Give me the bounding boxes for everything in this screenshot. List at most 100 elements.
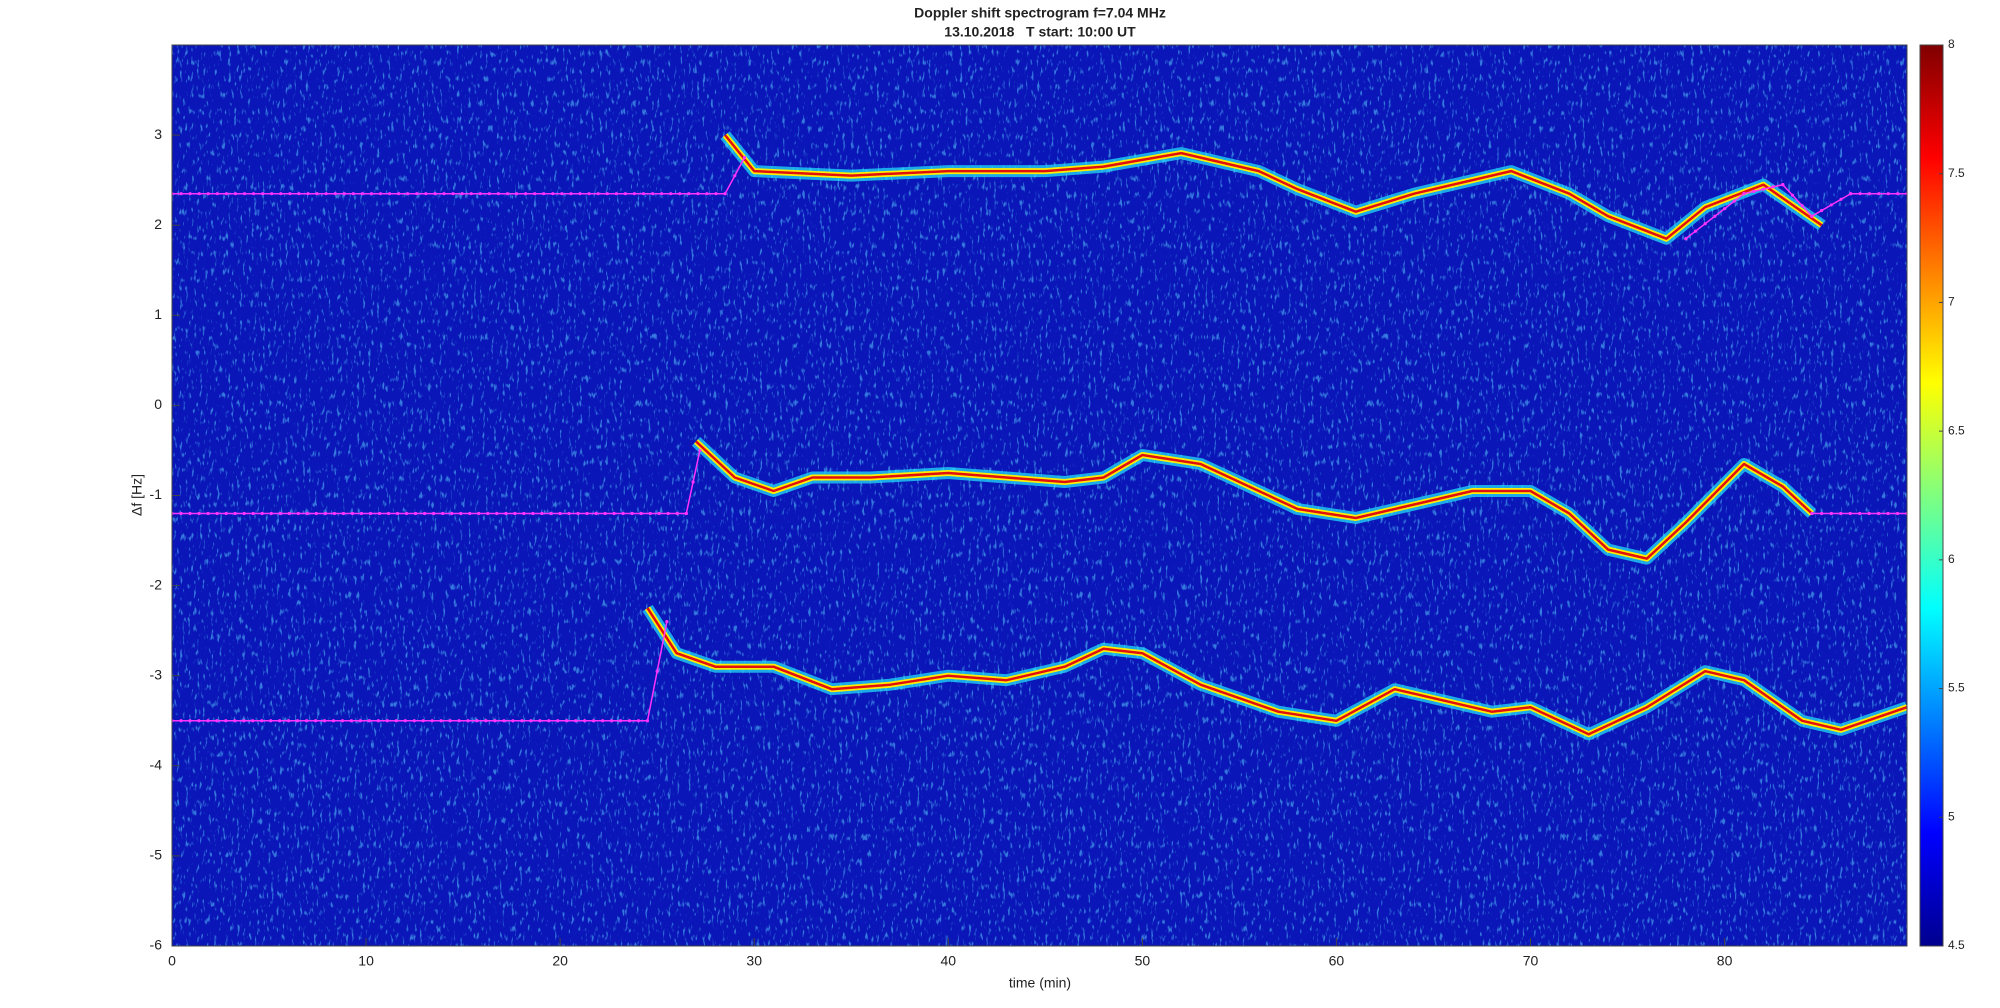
fit-dot [502,719,506,723]
fit-dot [469,192,473,196]
fit-dot [504,511,508,516]
fit-dot [358,719,362,723]
fit-dot [1896,192,1900,196]
y-axis-label: Δf [Hz] [129,474,145,516]
fit-dot [388,192,392,196]
fit-dot [466,719,470,723]
fit-dot [1867,192,1872,196]
fit-dot [576,511,580,516]
fit-dot [340,719,345,723]
fit-dot [513,511,517,516]
fit-dot [376,719,380,723]
colorbar [1919,44,1944,947]
fit-dot [233,719,237,723]
fit-dot [511,719,515,723]
x-tick-label: 30 [746,953,762,969]
fit-dot [594,511,598,516]
fit-dot [460,192,464,196]
fit-dot [260,719,264,723]
fit-dot [514,192,519,196]
trace [646,607,1907,736]
fit-dot [618,719,623,723]
fit-dot [323,511,327,516]
fit-dot [551,192,555,196]
fit-dot [558,511,562,516]
y-tick-label: 1 [154,306,162,322]
fit-dot [270,192,274,196]
spectrogram-noise [172,45,1907,946]
y-tick-label: -2 [150,576,163,592]
fit-dot [705,192,709,196]
fit-dot [397,192,401,196]
fit-dot [233,192,238,196]
fit-dot [630,511,634,516]
fit-dot [215,511,219,516]
y-tick-label: 2 [154,216,162,232]
colorbar-tick-label: 8 [1948,37,1955,51]
fit-dot [565,719,569,723]
fit-dot [632,192,637,196]
x-tick-label: 60 [1329,953,1345,969]
fit-dot [691,480,695,484]
fit-dot [421,719,425,723]
fit-dot [332,511,337,516]
fit-dot [342,192,346,196]
fit-dot [179,719,183,723]
fit-dot [251,511,255,516]
fit-dot [224,511,228,516]
x-tick-label: 40 [940,953,956,969]
fit-dot [333,192,337,196]
fit-dot [468,511,472,516]
x-tick-label: 10 [358,953,374,969]
fit-dot [448,719,452,723]
fit-dot [260,511,264,516]
fit-dot [696,192,700,196]
fit-dot [666,511,670,516]
fit-dot [206,719,210,723]
fit-dot [278,511,282,516]
fit-dot [1829,203,1833,207]
fit-dot [641,192,646,196]
fit-dot [1858,511,1862,516]
fit-dot [368,511,373,516]
fit-dot [197,192,201,196]
fit-dot [224,192,229,196]
fit-dot [603,511,607,516]
fit-dot [1886,192,1890,196]
fit-dot [415,192,419,196]
fit-dot [1848,511,1852,516]
fit-dot [487,192,491,196]
fit-dot [252,192,256,196]
fit-dot [242,192,247,196]
trace [724,134,1823,240]
y-tick-label: 3 [154,126,162,142]
fit-dot [723,192,727,196]
fit-dot [477,511,481,516]
fit-dot [1849,192,1853,196]
chart-title: Doppler shift spectrogram f=7.04 MHz [914,5,1166,21]
colorbar-tick-label: 4.5 [1948,938,1965,952]
fit-dot [414,511,418,516]
fit-dot [684,511,688,516]
fit-dot [1839,197,1843,201]
fit-dot [251,719,255,723]
fit-dot [648,511,652,516]
colorbar-tick-label: 7.5 [1948,166,1965,180]
fit-dot [432,511,436,516]
fit-dot [698,448,702,453]
fit-dot [1839,511,1843,516]
fit-dot [306,192,310,196]
fit-dot [665,620,669,624]
fit-dot [560,192,564,196]
trace [695,440,1813,560]
fit-dot [520,719,524,723]
fit-dot [360,192,365,196]
fit-dot [305,511,309,516]
y-tick-label: -5 [150,847,163,863]
fit-dot [351,192,355,196]
fit-dot [496,192,501,196]
fit-dot [1693,229,1698,233]
fit-dot [279,192,283,196]
y-tick-label: 0 [154,396,162,412]
